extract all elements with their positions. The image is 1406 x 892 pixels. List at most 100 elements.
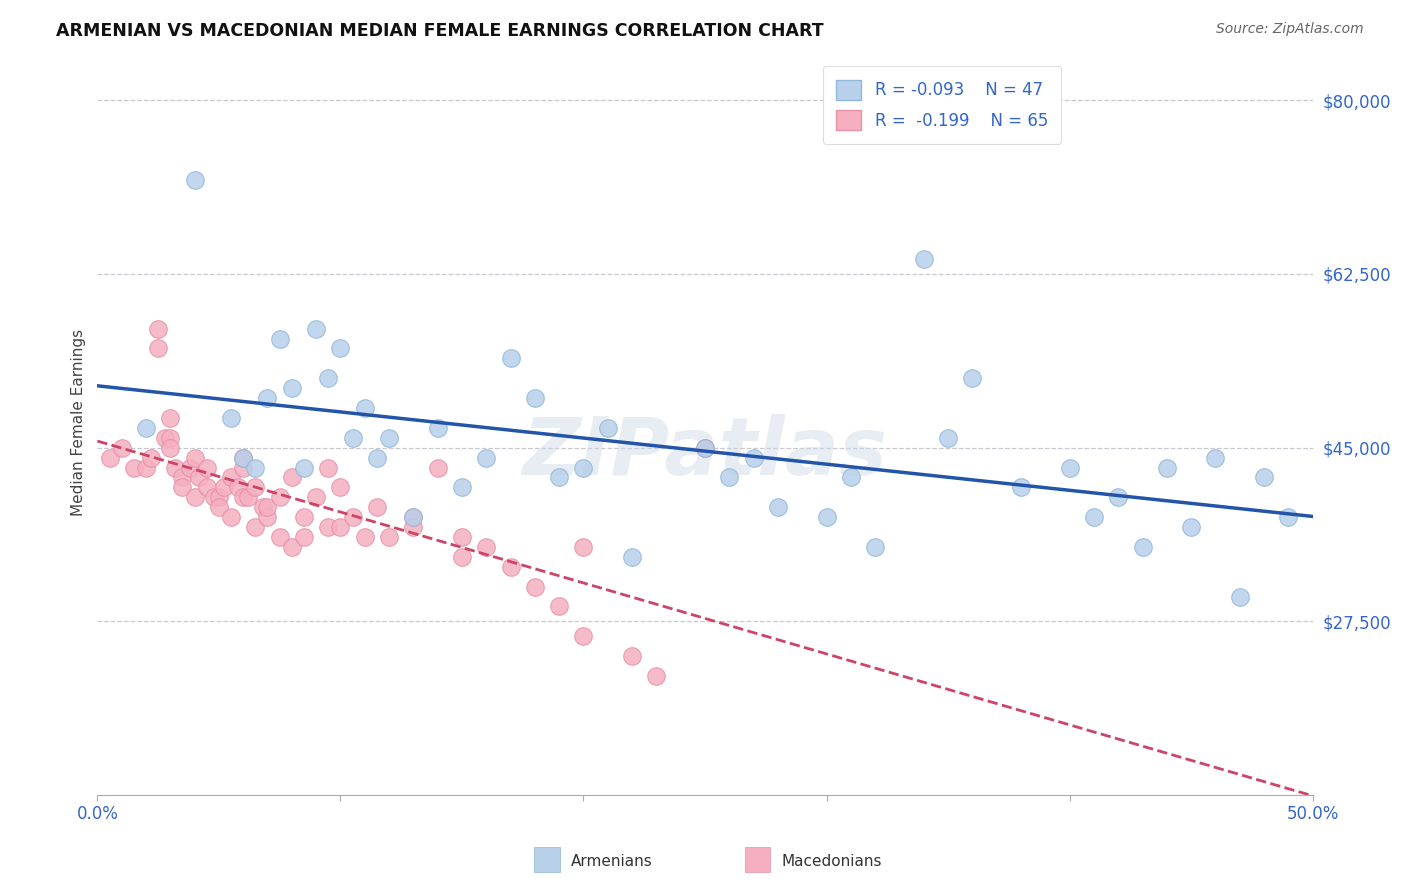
Point [245,480,267,494]
Point [245,520,267,534]
Point [329,520,352,534]
Point [499,559,522,574]
Point [742,450,765,465]
Point [1229,590,1251,604]
Point [402,520,425,534]
Point [316,520,339,534]
Point [342,431,364,445]
Point [329,342,352,356]
Point [195,480,218,494]
Point [281,381,304,395]
Point [839,470,862,484]
Point [1204,450,1226,465]
Text: Source: ZipAtlas.com: Source: ZipAtlas.com [1216,22,1364,37]
Point [572,460,595,475]
Point [159,441,181,455]
Point [135,460,157,475]
Point [98,450,121,465]
Point [572,629,595,643]
Point [353,530,375,544]
Point [281,540,304,554]
Point [183,172,205,186]
Point [232,460,254,475]
Point [1083,510,1105,524]
Point [292,460,315,475]
Point [621,549,644,564]
Point [305,321,328,335]
Point [815,510,838,524]
Point [329,480,352,494]
Point [316,371,339,385]
Point [269,331,291,345]
Point [122,460,145,475]
Point [292,510,315,524]
Text: Armenians: Armenians [571,854,652,869]
Point [111,441,134,455]
Point [621,649,644,664]
Point [183,491,205,505]
Point [245,460,267,475]
Point [451,530,474,544]
Point [1180,520,1202,534]
Point [183,450,205,465]
Point [219,470,242,484]
Point [172,480,194,494]
Point [219,411,242,425]
Point [165,460,187,475]
Point [135,421,157,435]
Point [256,391,278,405]
Point [378,431,401,445]
Point [256,510,278,524]
Point [269,530,291,544]
Point [208,491,231,505]
Point [305,491,328,505]
Point [863,540,886,554]
Point [212,480,235,494]
Point [572,540,595,554]
Point [499,351,522,366]
Point [228,480,250,494]
Text: Macedonians: Macedonians [782,854,882,869]
Point [146,342,169,356]
Point [912,252,935,266]
Point [146,321,169,335]
Point [523,391,546,405]
Point [402,510,425,524]
Point [172,470,194,484]
Point [1132,540,1154,554]
Point [232,450,254,465]
Point [232,491,254,505]
Point [179,460,201,475]
Point [645,669,668,683]
Point [693,441,716,455]
Point [402,510,425,524]
Point [252,500,274,515]
Text: ARMENIAN VS MACEDONIAN MEDIAN FEMALE EARNINGS CORRELATION CHART: ARMENIAN VS MACEDONIAN MEDIAN FEMALE EAR… [56,22,824,40]
Point [269,491,291,505]
Point [1277,510,1299,524]
Point [451,549,474,564]
Point [1010,480,1032,494]
Point [1156,460,1178,475]
Y-axis label: Median Female Earnings: Median Female Earnings [72,329,86,516]
Point [523,580,546,594]
Point [366,450,388,465]
Point [292,530,315,544]
Point [451,480,474,494]
Point [202,491,225,505]
Point [281,470,304,484]
Point [139,450,162,465]
Point [936,431,959,445]
Point [548,470,571,484]
Point [208,500,231,515]
Point [155,431,177,445]
Legend: R = -0.093    N = 47, R =  -0.199    N = 65: R = -0.093 N = 47, R = -0.199 N = 65 [823,67,1062,144]
Point [366,500,388,515]
Point [475,450,498,465]
Point [426,421,449,435]
Point [1059,460,1081,475]
Point [236,491,259,505]
Point [475,540,498,554]
Point [219,510,242,524]
Point [159,411,181,425]
